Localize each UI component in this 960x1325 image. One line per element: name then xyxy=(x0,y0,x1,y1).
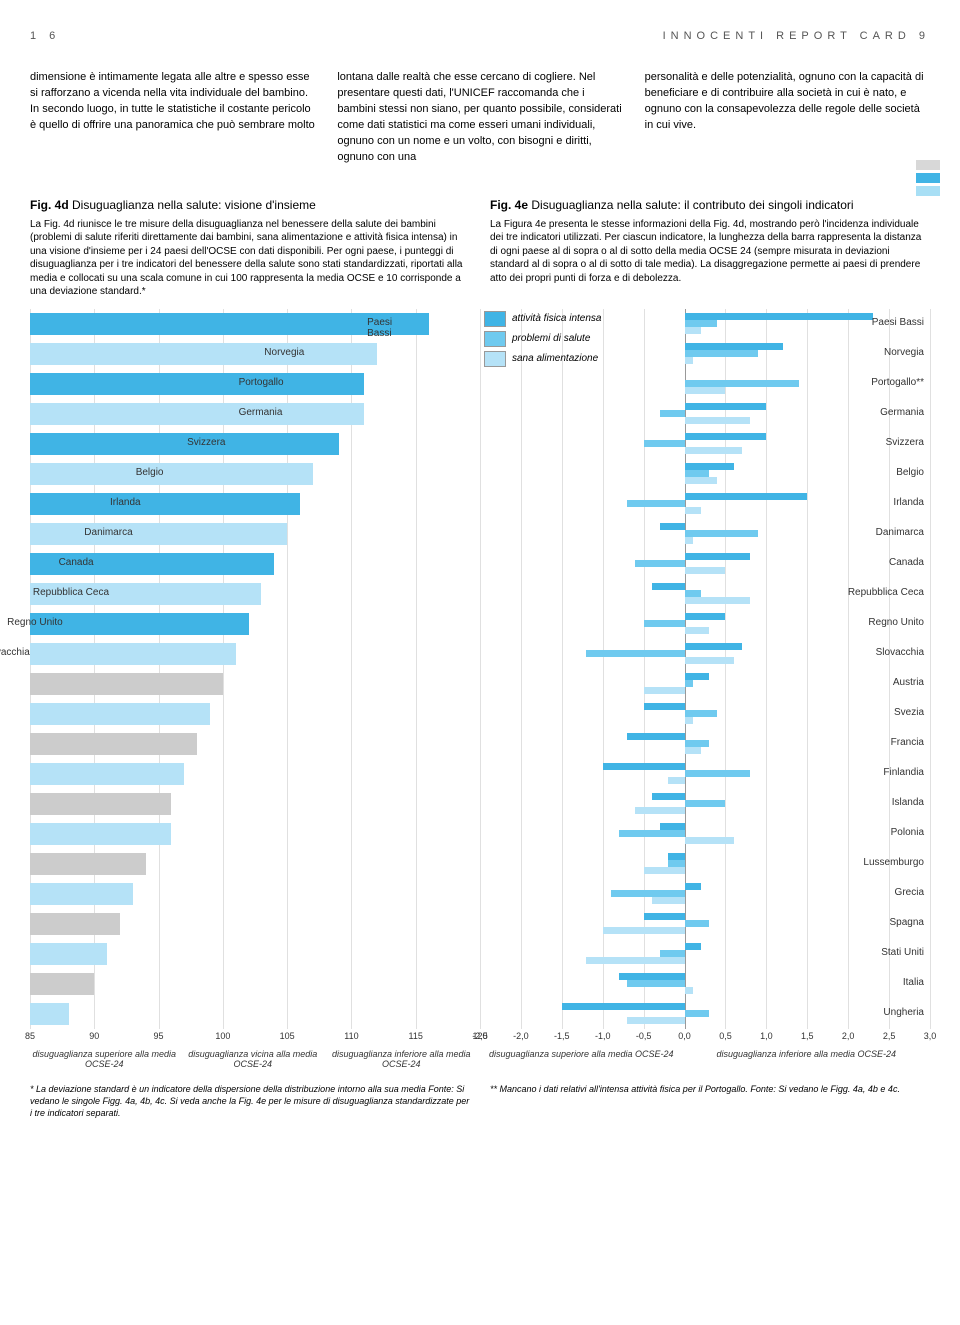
row-4d: Portogallo xyxy=(30,369,480,399)
body-col-1: dimensione è intimamente legata alle alt… xyxy=(30,70,315,166)
row-4e: Spagna xyxy=(480,909,930,939)
body-col-3: personalità e delle potenzialità, ognuno… xyxy=(645,70,930,166)
report-title: INNOCENTI REPORT CARD 9 xyxy=(663,30,930,42)
row-4d: Italia xyxy=(30,969,480,999)
row-4d: Slovacchia xyxy=(30,639,480,669)
row-4e: Stati Uniti xyxy=(480,939,930,969)
legend-4e: attività fisica intensaproblemi di salut… xyxy=(484,311,602,371)
fig4e-desc: La Figura 4e presenta le stesse informaz… xyxy=(490,218,930,286)
row-4d: Polonia xyxy=(30,819,480,849)
row-4d: Germania xyxy=(30,399,480,429)
fig4d-label: Fig. 4d xyxy=(30,198,69,212)
row-4e: Grecia xyxy=(480,879,930,909)
row-4d: Spagna xyxy=(30,909,480,939)
row-4e: Ungheria xyxy=(480,999,930,1029)
row-4d: Irlanda xyxy=(30,489,480,519)
footnote-right: ** Mancano i dati relativi all'intensa a… xyxy=(490,1084,930,1119)
row-4e: Svezia xyxy=(480,699,930,729)
row-4e: Islanda xyxy=(480,789,930,819)
fig-4d-block: Fig. 4d Disuguaglianza nella salute: vis… xyxy=(30,198,470,309)
row-4e: Italia xyxy=(480,969,930,999)
row-4e: Francia xyxy=(480,729,930,759)
page-number: 1 6 xyxy=(30,30,60,42)
row-4e: Polonia xyxy=(480,819,930,849)
row-4e: Slovacchia xyxy=(480,639,930,669)
row-4d: Regno Unito xyxy=(30,609,480,639)
row-4d: Belgio xyxy=(30,459,480,489)
fig4d-desc: La Fig. 4d riunisce le tre misure della … xyxy=(30,218,470,299)
row-4d: Finlandia xyxy=(30,759,480,789)
footnote-left: * La deviazione standard è un indicatore… xyxy=(30,1084,470,1119)
fig4e-label: Fig. 4e xyxy=(490,198,528,212)
decorative-bars xyxy=(916,160,940,199)
row-4d: Austria xyxy=(30,669,480,699)
chart-4e: attività fisica intensaproblemi di salut… xyxy=(480,309,930,1071)
fig4e-title: Disuguaglianza nella salute: il contribu… xyxy=(531,198,853,212)
row-4d: Canada xyxy=(30,549,480,579)
row-4e: Svizzera xyxy=(480,429,930,459)
row-4e: Regno Unito xyxy=(480,609,930,639)
fig4d-title: Disuguaglianza nella salute: visione d'i… xyxy=(72,198,316,212)
row-4e: Belgio xyxy=(480,459,930,489)
row-4e: Finlandia xyxy=(480,759,930,789)
row-4e: Austria xyxy=(480,669,930,699)
page-header: 1 6 INNOCENTI REPORT CARD 9 xyxy=(30,30,930,42)
row-4d: Islanda xyxy=(30,789,480,819)
row-4e: Repubblica Ceca xyxy=(480,579,930,609)
row-4e: Portogallo** xyxy=(480,369,930,399)
row-4d: Lussemburgo xyxy=(30,849,480,879)
row-4e: Danimarca xyxy=(480,519,930,549)
row-4d: Repubblica Ceca xyxy=(30,579,480,609)
body-columns: dimensione è intimamente legata alle alt… xyxy=(30,70,930,166)
row-4e: Irlanda xyxy=(480,489,930,519)
row-4d: Paesi Bassi xyxy=(30,309,480,339)
row-4d: Norvegia xyxy=(30,339,480,369)
row-4d: Svizzera xyxy=(30,429,480,459)
row-4d: Stati Uniti xyxy=(30,939,480,969)
fig-4e-block: Fig. 4e Disuguaglianza nella salute: il … xyxy=(490,198,930,309)
row-4d: Francia xyxy=(30,729,480,759)
row-4d: Grecia xyxy=(30,879,480,909)
row-4e: Canada xyxy=(480,549,930,579)
chart-4d: Paesi BassiNorvegiaPortogalloGermaniaSvi… xyxy=(30,309,480,1071)
row-4d: Svezia xyxy=(30,699,480,729)
row-4e: Germania xyxy=(480,399,930,429)
row-4e: Lussemburgo xyxy=(480,849,930,879)
body-col-2: lontana dalle realtà che esse cercano di… xyxy=(337,70,622,166)
row-4d: Ungheria xyxy=(30,999,480,1029)
row-4d: Danimarca xyxy=(30,519,480,549)
